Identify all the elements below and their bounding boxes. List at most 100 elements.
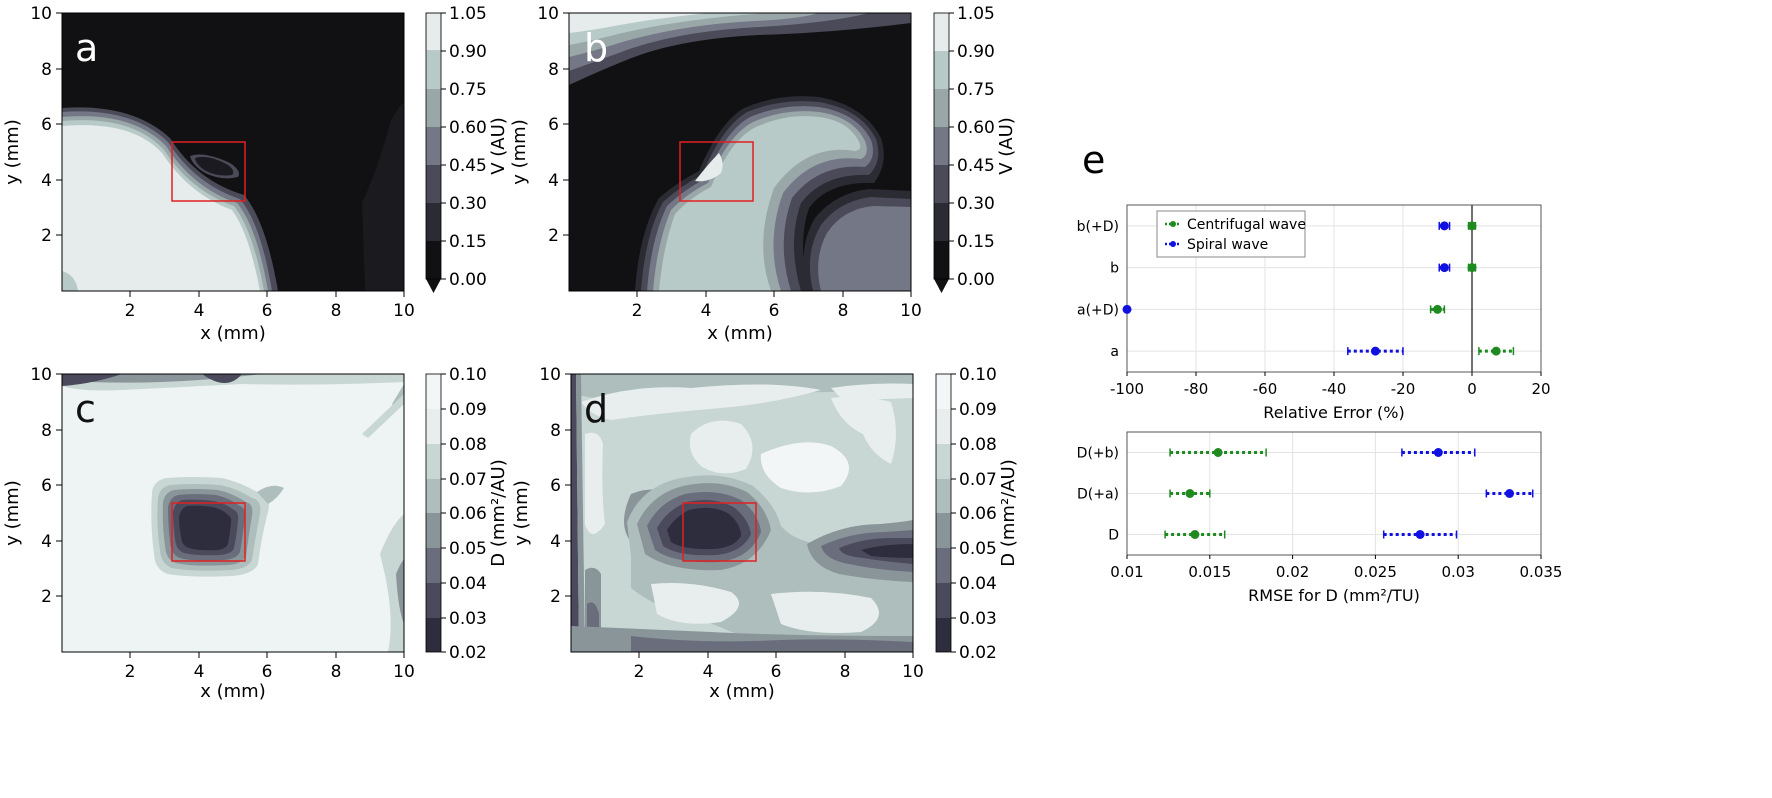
svg-text:10: 10 (30, 365, 52, 385)
data-point (1505, 489, 1515, 498)
cbar-tick: 0.07 (959, 470, 997, 490)
cbar-tick: 0.05 (449, 539, 487, 559)
x-axis: 2 4 6 8 10 x (mm) (632, 291, 922, 344)
panel-letter-e: e (1082, 138, 1105, 182)
svg-text:4: 4 (41, 171, 52, 191)
x-tick-label: 0.035 (1520, 563, 1563, 581)
svg-text:10: 10 (539, 365, 561, 385)
legend: Centrifugal wave Spiral wave (1156, 210, 1306, 258)
contour-plot-c (62, 374, 404, 652)
data-point (1467, 263, 1477, 273)
svg-text:6: 6 (771, 662, 782, 682)
cbar-tick: 0.00 (449, 270, 487, 290)
y-tick: 8 (550, 421, 571, 441)
x-tick: 8 (331, 652, 342, 682)
colorbar-label: D (mm²/AU) (998, 459, 1019, 566)
svg-text:10: 10 (537, 4, 559, 24)
category-label: b (1110, 261, 1119, 277)
x-tick: 6 (262, 652, 272, 682)
x-tick-label: 0.03 (1441, 563, 1474, 581)
cbar-tick: 0.04 (449, 574, 487, 594)
y-axis-label: y (mm) (2, 480, 23, 546)
colorbar-d: 0.10 0.09 0.08 0.07 0.06 0.05 0.04 0.03 … (935, 365, 1019, 663)
svg-text:10: 10 (902, 662, 924, 682)
axes-frame (1126, 431, 1542, 556)
rmse-plot: D(+b) D(+a) D 0.01 0.015 0.02 0.025 0.03 0.035 RM… (1077, 431, 1563, 605)
y-tick: 6 (548, 115, 569, 135)
data-point (1370, 346, 1380, 356)
data-point (1439, 221, 1449, 231)
colorbar-c: 0.10 0.09 0.08 0.07 0.06 0.05 0.04 0.03 … (425, 365, 509, 663)
cbar-tick: 0.60 (957, 118, 995, 138)
y-tick: 10 (539, 365, 571, 385)
x-tick: 6 (769, 291, 779, 321)
y-tick: 4 (41, 171, 62, 191)
x-tick: 10 (393, 291, 415, 321)
x-tick-label: -80 (1184, 380, 1209, 398)
y-axis: 2 4 6 8 10 y (mm) (511, 365, 571, 607)
svg-text:2: 2 (125, 662, 136, 682)
x-tick: 6 (262, 291, 273, 321)
data-point (1491, 346, 1501, 356)
svg-text:4: 4 (548, 171, 559, 191)
legend-marker (1170, 241, 1176, 247)
panel-letter: c (75, 387, 96, 431)
y-tick: 4 (548, 171, 569, 191)
x-tick-label: -100 (1110, 380, 1144, 398)
roi-box (682, 502, 757, 562)
y-tick: 2 (548, 226, 569, 246)
y-axis: 2 4 6 8 10 y (mm) (2, 4, 62, 246)
y-tick: 2 (41, 226, 62, 246)
y-tick: 2 (41, 587, 62, 607)
svg-text:8: 8 (331, 662, 342, 682)
y-tick: 4 (41, 532, 62, 552)
data-point (1190, 530, 1200, 539)
x-tick: 8 (838, 291, 848, 321)
svg-text:4: 4 (550, 532, 561, 552)
roi-box (679, 141, 754, 202)
x-tick-label: 0.01 (1110, 563, 1143, 581)
y-tick: 2 (550, 587, 571, 607)
cbar-tick: 0.15 (449, 232, 487, 252)
x-axis: 2 4 6 8 10 x (mm) (634, 652, 924, 702)
panel-letter: b (584, 26, 608, 70)
y-tick: 10 (30, 365, 62, 385)
svg-text:2: 2 (41, 587, 52, 607)
cbar-tick: 0.90 (957, 42, 995, 62)
roi-box (171, 502, 246, 562)
y-tick: 8 (548, 60, 569, 80)
x-tick: 6 (771, 652, 782, 682)
relative-error-plot: b(+D) b a(+D) a -100 -80 -60 -40 -20 0 20 Relative … (1077, 204, 1551, 422)
category-label: D (1108, 528, 1119, 544)
x-axis: 2 4 6 8 10 x (mm) (125, 652, 415, 702)
x-axis: 2 4 6 8 10 x (mm) (125, 291, 415, 344)
svg-text:4: 4 (194, 301, 205, 321)
data-point (1439, 263, 1449, 273)
svg-text:10: 10 (393, 662, 415, 682)
cbar-tick: 0.10 (449, 365, 487, 385)
svg-text:10: 10 (30, 4, 52, 24)
x-tick: 2 (634, 652, 644, 682)
data-point (1415, 530, 1425, 539)
svg-text:6: 6 (262, 301, 273, 321)
colorbar-label: V (AU) (488, 117, 509, 175)
cbar-tick: 0.60 (449, 118, 487, 138)
x-tick-label: 0 (1467, 380, 1477, 398)
svg-text:8: 8 (548, 60, 559, 80)
svg-text:2: 2 (41, 226, 52, 246)
cbar-tick: 1.05 (449, 4, 487, 24)
svg-text:8: 8 (41, 60, 52, 80)
axes-frame (61, 12, 405, 292)
cbar-tick: 0.10 (959, 365, 997, 385)
svg-text:2: 2 (548, 226, 559, 246)
axes-frame (61, 373, 405, 653)
data-point (1122, 304, 1132, 314)
x-tick: 2 (632, 291, 642, 321)
cbar-tick: 0.07 (449, 470, 487, 490)
cbar-tick: 0.04 (959, 574, 997, 594)
colorbar-label: D (mm²/AU) (488, 459, 509, 566)
category-label: D(+a) (1077, 487, 1119, 503)
y-tick: 6 (550, 476, 571, 496)
y-tick: 10 (30, 4, 62, 24)
cbar-tick: 1.05 (957, 4, 995, 24)
